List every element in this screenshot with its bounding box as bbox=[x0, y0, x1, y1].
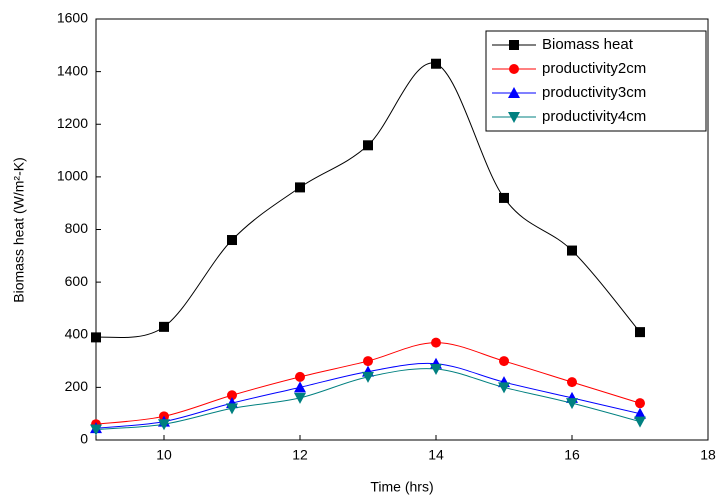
legend-box bbox=[485, 30, 707, 132]
marker bbox=[635, 398, 645, 409]
marker bbox=[363, 140, 373, 151]
marker bbox=[634, 407, 646, 419]
marker bbox=[431, 337, 441, 348]
x-tick-label: 16 bbox=[564, 447, 580, 463]
series-line bbox=[95, 62, 641, 339]
marker bbox=[90, 424, 102, 436]
x-tick-label: 12 bbox=[292, 447, 308, 463]
y-tick-label: 200 bbox=[65, 378, 89, 394]
y-tick-label: 600 bbox=[65, 273, 89, 289]
marker bbox=[509, 64, 519, 74]
y-tick-label: 1200 bbox=[57, 115, 88, 131]
marker bbox=[509, 40, 519, 50]
marker bbox=[508, 112, 520, 123]
marker bbox=[295, 371, 305, 382]
marker bbox=[508, 87, 520, 98]
x-tick-label: 10 bbox=[156, 447, 172, 463]
marker bbox=[294, 381, 306, 393]
legend-label: productivity2cm bbox=[542, 60, 646, 77]
marker bbox=[635, 327, 645, 338]
marker bbox=[566, 398, 578, 410]
x-axis-label: Time (hrs) bbox=[370, 479, 433, 495]
marker bbox=[431, 58, 441, 69]
marker bbox=[430, 363, 442, 375]
legend-label: productivity4cm bbox=[542, 108, 646, 125]
marker bbox=[567, 377, 577, 388]
y-tick-label: 800 bbox=[65, 220, 89, 236]
marker bbox=[91, 332, 101, 343]
y-tick-label: 400 bbox=[65, 325, 89, 341]
marker bbox=[226, 403, 238, 415]
marker bbox=[499, 192, 509, 203]
legend-label: Biomass heat bbox=[542, 36, 634, 53]
y-axis-label: Biomass heat (W/m²-K) bbox=[11, 157, 27, 302]
marker bbox=[363, 356, 373, 367]
marker bbox=[567, 245, 577, 256]
series-line bbox=[95, 342, 641, 425]
marker bbox=[159, 321, 169, 332]
y-tick-label: 1400 bbox=[57, 62, 88, 78]
marker bbox=[294, 392, 306, 404]
marker bbox=[227, 390, 237, 401]
marker bbox=[362, 371, 374, 383]
marker bbox=[158, 419, 170, 431]
marker bbox=[634, 416, 646, 428]
y-tick-label: 0 bbox=[80, 431, 88, 447]
y-tick-label: 1600 bbox=[57, 10, 88, 26]
marker bbox=[499, 356, 509, 367]
marker bbox=[227, 235, 237, 246]
x-tick-label: 18 bbox=[700, 447, 716, 463]
x-tick-label: 14 bbox=[428, 447, 444, 463]
marker bbox=[498, 382, 510, 394]
legend-label: productivity3cm bbox=[542, 84, 646, 101]
marker bbox=[295, 182, 305, 193]
y-tick-label: 1000 bbox=[57, 168, 88, 184]
